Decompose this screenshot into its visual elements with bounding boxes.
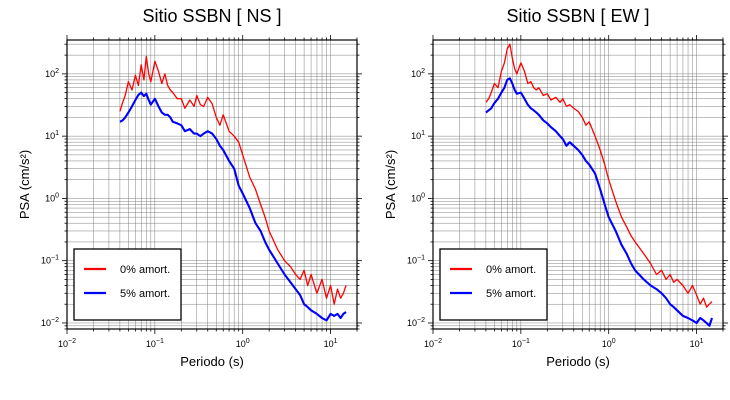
tick-marks — [62, 35, 362, 334]
y-tick-label: 100 — [45, 192, 59, 203]
y-tick-label-base: 10 — [407, 318, 417, 328]
series-line-undamped — [485, 43, 713, 308]
x-tick-label-exponent: −1 — [156, 338, 164, 345]
series-group — [119, 55, 347, 322]
y-tick-label-exponent: −2 — [417, 317, 425, 324]
grid — [66, 40, 358, 330]
y-tick-label-exponent: 2 — [421, 68, 425, 75]
legend: 0% amort. 5% amort. — [73, 248, 182, 321]
x-tick-label-base: 10 — [324, 339, 334, 349]
x-tick-label-exponent: 1 — [334, 338, 338, 345]
y-axis-label: PSA (cm/s²) — [17, 150, 32, 219]
chart-title: Sitio SSBN [ NS ] — [142, 6, 281, 26]
x-tick-label-exponent: −2 — [434, 338, 442, 345]
plot-frame — [432, 39, 724, 330]
y-tick-label-exponent: 1 — [421, 130, 425, 137]
legend: 0% amort. 5% amort. — [439, 248, 548, 321]
y-tick-label-base: 10 — [411, 69, 421, 79]
y-tick-label-exponent: −2 — [51, 317, 59, 324]
x-tick-label-base: 10 — [58, 339, 68, 349]
y-tick-label: 101 — [411, 130, 425, 141]
y-tick-label: 102 — [411, 68, 425, 79]
y-tick-label: 10−2 — [41, 317, 59, 328]
y-tick-label: 100 — [411, 192, 425, 203]
x-tick-label-exponent: 0 — [612, 338, 616, 345]
x-tick-label: 10−2 — [58, 338, 76, 349]
series-group — [485, 43, 713, 327]
legend-label: 0% amort. — [120, 264, 170, 276]
x-axis-label: Periodo (s) — [180, 354, 244, 369]
legend-box — [439, 248, 548, 321]
x-tick-label: 10−2 — [424, 338, 442, 349]
y-axis-label: PSA (cm/s²) — [383, 150, 398, 219]
y-tick-label: 102 — [45, 68, 59, 79]
y-tick-label-base: 10 — [41, 256, 51, 266]
plot-frame — [66, 39, 358, 330]
y-tick-label-base: 10 — [41, 318, 51, 328]
x-tick-label-exponent: 1 — [700, 338, 704, 345]
x-tick-label-base: 10 — [146, 339, 156, 349]
y-tick-label-exponent: −1 — [51, 255, 59, 262]
x-tick-label-base: 10 — [602, 339, 612, 349]
y-tick-label: 101 — [45, 130, 59, 141]
y-tick-label-exponent: −1 — [417, 255, 425, 262]
x-tick-label: 10−1 — [512, 338, 530, 349]
y-tick-label: 10−1 — [41, 255, 59, 266]
x-tick-label-base: 10 — [236, 339, 246, 349]
x-tick-label: 101 — [690, 338, 704, 349]
x-tick-label: 10−1 — [146, 338, 164, 349]
series-line-damped — [119, 91, 347, 322]
y-tick-label-base: 10 — [45, 193, 55, 203]
y-tick-label-exponent: 0 — [55, 192, 59, 199]
x-tick-label: 100 — [602, 338, 616, 349]
legend-label: 5% amort. — [486, 288, 536, 300]
x-tick-label-base: 10 — [512, 339, 522, 349]
legend-label: 5% amort. — [120, 288, 170, 300]
y-tick-label: 10−1 — [407, 255, 425, 266]
legend-box — [73, 248, 182, 321]
y-tick-label-base: 10 — [45, 69, 55, 79]
y-tick-label-exponent: 0 — [421, 192, 425, 199]
tick-marks — [428, 35, 728, 334]
x-tick-label-base: 10 — [424, 339, 434, 349]
y-tick-label-base: 10 — [411, 131, 421, 141]
x-tick-label: 101 — [324, 338, 338, 349]
x-axis-label: Periodo (s) — [546, 354, 610, 369]
x-tick-label-exponent: 0 — [246, 338, 250, 345]
y-tick-label-base: 10 — [45, 131, 55, 141]
x-tick-label-exponent: −1 — [522, 338, 530, 345]
series-line-damped — [485, 77, 713, 327]
y-tick-label-exponent: 2 — [55, 68, 59, 75]
chart-title: Sitio SSBN [ EW ] — [506, 6, 649, 26]
y-tick-label: 10−2 — [407, 317, 425, 328]
x-tick-label: 100 — [236, 338, 250, 349]
y-tick-label-base: 10 — [407, 256, 417, 266]
legend-label: 0% amort. — [486, 264, 536, 276]
grid — [432, 40, 724, 330]
y-tick-label-exponent: 1 — [55, 130, 59, 137]
y-tick-label-base: 10 — [411, 193, 421, 203]
x-tick-label-base: 10 — [690, 339, 700, 349]
x-tick-label-exponent: −2 — [68, 338, 76, 345]
series-line-undamped — [119, 55, 347, 305]
